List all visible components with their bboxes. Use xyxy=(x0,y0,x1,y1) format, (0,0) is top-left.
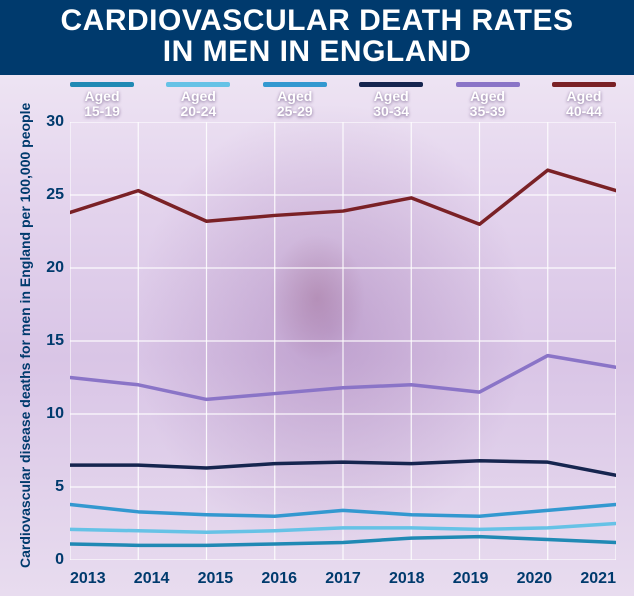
legend-swatch xyxy=(70,82,134,87)
x-tick-label: 2016 xyxy=(261,570,297,588)
legend-swatch xyxy=(456,82,520,87)
x-tick-label: 2021 xyxy=(580,570,616,588)
chart-plot-area xyxy=(70,122,616,560)
legend-item-40-44: Aged40-44 xyxy=(552,82,616,120)
legend-label-bot: 40-44 xyxy=(566,104,602,119)
chart-svg xyxy=(70,122,616,560)
y-axis-ticks: 051015202530 xyxy=(32,122,66,560)
legend-swatch xyxy=(263,82,327,87)
x-axis-labels: 2013 2014 2015 2016 2017 2018 2019 2020 2021 xyxy=(70,570,616,588)
x-tick-label: 2014 xyxy=(134,570,170,588)
gridlines xyxy=(70,122,616,560)
legend-item-20-24: Aged20-24 xyxy=(166,82,230,120)
x-tick-label: 2015 xyxy=(198,570,234,588)
legend-label-bot: 30-34 xyxy=(373,104,409,119)
legend-item-35-39: Aged35-39 xyxy=(456,82,520,120)
legend-label-bot: 20-24 xyxy=(180,104,216,119)
x-tick-label: 2020 xyxy=(517,570,553,588)
y-tick-label: 5 xyxy=(55,478,64,496)
legend-label-bot: 15-19 xyxy=(84,104,120,119)
x-tick-label: 2019 xyxy=(453,570,489,588)
y-tick-label: 15 xyxy=(46,332,64,350)
y-tick-label: 10 xyxy=(46,405,64,423)
legend-item-15-19: Aged15-19 xyxy=(70,82,134,120)
y-tick-label: 30 xyxy=(46,113,64,131)
x-tick-label: 2013 xyxy=(70,570,106,588)
title-bar: CARDIOVASCULAR DEATH RATES IN MEN IN ENG… xyxy=(0,0,634,75)
title-line-2: IN MEN IN ENGLAND xyxy=(10,37,624,68)
y-axis-label-wrap: Cardiovascular disease deaths for men in… xyxy=(6,122,28,560)
x-tick-label: 2017 xyxy=(325,570,361,588)
legend-swatch xyxy=(552,82,616,87)
y-tick-label: 0 xyxy=(55,551,64,569)
legend-label-bot: 35-39 xyxy=(470,104,506,119)
legend-label-bot: 25-29 xyxy=(277,104,313,119)
legend-item-30-34: Aged30-34 xyxy=(359,82,423,120)
legend-item-25-29: Aged25-29 xyxy=(263,82,327,120)
y-tick-label: 20 xyxy=(46,259,64,277)
legend-swatch xyxy=(359,82,423,87)
legend-swatch xyxy=(166,82,230,87)
x-tick-label: 2018 xyxy=(389,570,425,588)
y-axis-label: Cardiovascular disease deaths for men in… xyxy=(17,130,33,568)
title-line-1: CARDIOVASCULAR DEATH RATES xyxy=(10,6,624,37)
y-tick-label: 25 xyxy=(46,186,64,204)
legend: Aged15-19 Aged20-24 Aged25-29 Aged30-34 Aged… xyxy=(70,82,616,120)
